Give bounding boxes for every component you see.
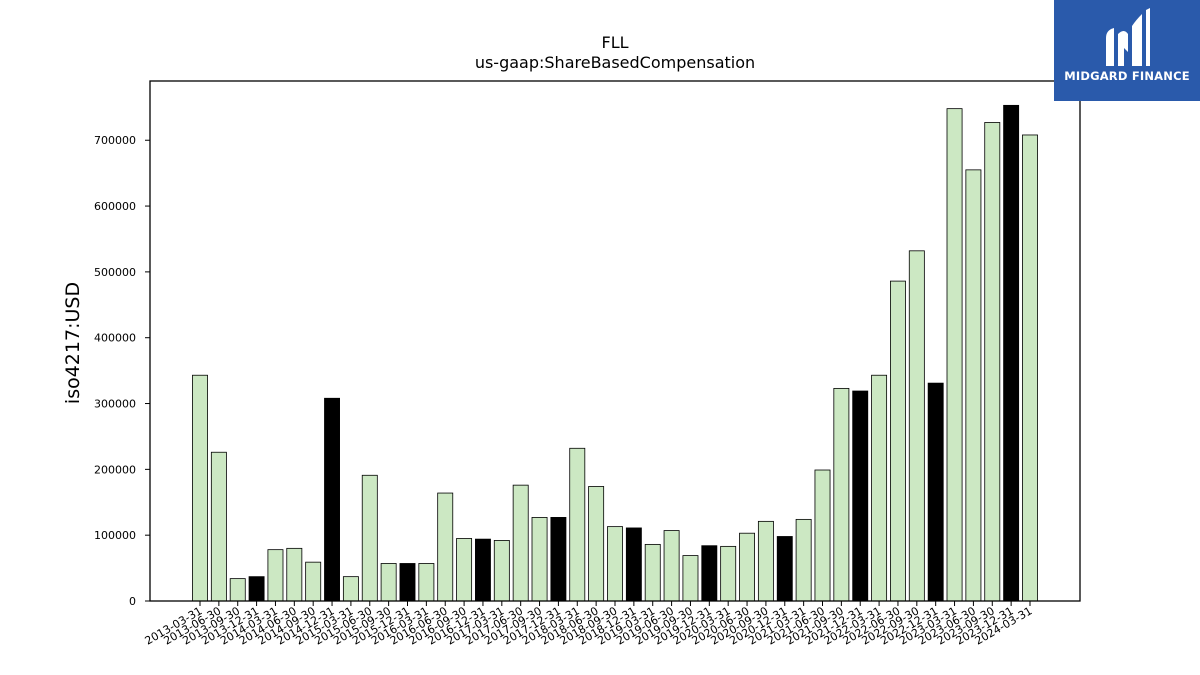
bar-2018-03-31 — [569, 447, 586, 602]
bar-2018-06-30 — [588, 486, 605, 602]
bar-2023-06-30 — [965, 169, 982, 602]
y-tick-label: 700000 — [94, 134, 136, 147]
bar-2019-06-30 — [663, 530, 680, 602]
y-tick-label: 400000 — [94, 332, 136, 345]
bar-2015-03-31 — [342, 576, 359, 602]
bar-2023-09-30 — [984, 122, 1001, 602]
y-tick-label: 200000 — [94, 463, 136, 476]
bar-2015-06-30 — [361, 474, 378, 602]
bar-2013-12-31 — [248, 576, 265, 602]
bar-2016-03-31 — [418, 563, 435, 602]
y-ticks-group: 0 100000 200000 300000 400000 500000 600000 700… — [94, 134, 150, 608]
bar-2014-12-31 — [324, 397, 340, 602]
bar-2021-03-31 — [795, 518, 812, 602]
y-tick-label: 100000 — [94, 529, 136, 542]
y-tick-label: 300000 — [94, 398, 136, 411]
bar-2023-03-31 — [946, 108, 963, 602]
bar-2020-03-31 — [720, 545, 737, 602]
bar-2016-06-30 — [437, 492, 454, 602]
y-tick-label: 0 — [129, 595, 136, 608]
bar-2020-09-30 — [757, 520, 774, 602]
plot-frame — [149, 80, 1081, 602]
bar-2019-12-31 — [701, 545, 718, 602]
bar-2014-09-30 — [305, 561, 322, 602]
bar-2023-12-31 — [1003, 104, 1020, 602]
bar-2018-12-31 — [625, 527, 642, 602]
bar-2016-12-31 — [475, 538, 491, 602]
bar-2017-06-30 — [512, 484, 529, 602]
bar-2022-03-31 — [871, 374, 888, 602]
x-ticks-group: 2013-03-312013-06-302013-09-302013-12-31… — [143, 601, 1035, 648]
bar-2013-09-30 — [229, 578, 246, 602]
bar-2020-12-31 — [776, 536, 793, 602]
y-axis-label: iso4217:USD — [62, 282, 84, 404]
bar-2019-09-30 — [682, 555, 699, 602]
chart-title: FLL — [601, 33, 628, 52]
bar-2017-09-30 — [531, 517, 548, 602]
bar-2016-09-30 — [456, 538, 473, 602]
bar-2013-03-31 — [192, 374, 208, 602]
brand-logo: MIDGARD FINANCE — [1054, 0, 1200, 101]
bars-group — [192, 104, 1038, 602]
y-tick-label: 500000 — [94, 266, 136, 279]
bar-2018-09-30 — [607, 526, 623, 602]
bar-2021-09-30 — [833, 387, 850, 602]
brand-name: MIDGARD FINANCE — [1064, 69, 1190, 83]
bar-2014-06-30 — [286, 547, 303, 602]
bar-2015-09-30 — [380, 563, 397, 602]
y-tick-label: 600000 — [94, 200, 136, 213]
bar-2021-06-30 — [814, 469, 831, 602]
bar-2022-06-30 — [890, 280, 906, 602]
bar-2021-12-31 — [852, 390, 869, 602]
bar-2017-12-31 — [550, 517, 567, 602]
bar-2024-03-31 — [1022, 134, 1038, 602]
bar-2013-06-30 — [210, 451, 227, 602]
bar-2020-06-30 — [739, 532, 755, 602]
bar-2014-03-31 — [267, 549, 284, 602]
mf-logo-icon — [1106, 8, 1150, 66]
chart-subtitle: us-gaap:ShareBasedCompensation — [475, 53, 755, 72]
bar-2022-12-31 — [927, 382, 944, 602]
bar-2015-12-31 — [399, 563, 416, 602]
bar-2017-03-31 — [493, 540, 510, 602]
bar-2019-03-31 — [644, 543, 661, 602]
bar-2022-09-30 — [908, 250, 925, 602]
